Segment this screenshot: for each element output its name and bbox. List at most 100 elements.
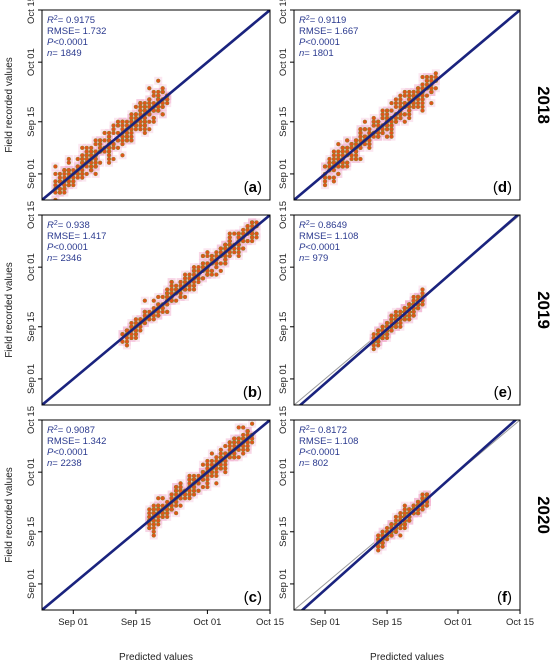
data-point <box>367 141 372 147</box>
data-point <box>156 309 161 315</box>
data-point <box>393 529 399 534</box>
data-point <box>245 447 250 452</box>
data-point <box>200 484 206 490</box>
data-point <box>424 74 430 80</box>
data-point <box>236 440 241 445</box>
data-point <box>191 283 197 288</box>
data-point <box>402 305 407 311</box>
data-point <box>420 287 425 292</box>
data-point <box>424 503 430 508</box>
data-point <box>218 246 223 251</box>
y-axis-title: Field recorded values <box>4 262 15 358</box>
data-point <box>398 309 403 315</box>
data-point <box>429 89 434 95</box>
data-point <box>133 332 139 337</box>
data-point <box>66 160 71 165</box>
data-point <box>331 153 337 158</box>
data-point <box>120 339 125 344</box>
data-point <box>376 134 381 139</box>
data-point <box>169 287 174 292</box>
p-value-label: P<0.0001 <box>47 37 88 48</box>
data-point <box>111 145 116 150</box>
data-point <box>398 514 403 520</box>
data-point <box>124 138 130 143</box>
data-point <box>402 93 407 98</box>
data-point <box>345 164 350 169</box>
data-point <box>407 115 412 121</box>
p-value-label: P<0.0001 <box>47 242 88 253</box>
data-point <box>420 492 425 497</box>
x-tick-label: Sep 01 <box>310 617 340 628</box>
rmse-label: RMSE= 1.108 <box>299 436 358 447</box>
data-point <box>62 168 67 173</box>
data-point <box>214 470 219 475</box>
data-point <box>191 272 197 277</box>
data-point <box>236 242 241 247</box>
data-point <box>142 104 147 110</box>
data-point <box>218 447 223 452</box>
data-point <box>254 231 259 236</box>
year-label-2020: 2020 <box>534 496 550 534</box>
data-point <box>156 496 161 501</box>
data-point <box>380 544 385 549</box>
data-point <box>362 134 368 139</box>
data-point <box>187 287 192 292</box>
data-point <box>173 488 179 493</box>
data-point <box>160 89 165 95</box>
data-point <box>223 458 228 464</box>
data-point <box>80 153 85 158</box>
panel-e: Sep 01 Sep 15 Oct 01 Oct 15 R2= 0.8649RMSE= … <box>278 201 521 406</box>
data-point <box>62 171 67 177</box>
data-point <box>433 86 438 91</box>
data-point <box>340 164 345 169</box>
data-point <box>156 313 161 318</box>
data-point <box>187 473 192 479</box>
data-point <box>322 164 328 169</box>
data-point <box>424 492 430 497</box>
data-point <box>165 507 170 512</box>
data-point <box>138 123 143 128</box>
panel-letter: (e) <box>494 384 512 401</box>
x-axis-title: Predicted values <box>370 652 444 663</box>
data-point <box>124 119 130 124</box>
rmse-label: RMSE= 1.417 <box>47 231 106 242</box>
data-point <box>407 302 412 307</box>
data-point <box>420 108 425 113</box>
data-point <box>384 332 390 337</box>
data-point <box>93 160 98 165</box>
p-value-label: P<0.0001 <box>299 447 340 458</box>
data-point <box>429 74 434 80</box>
data-point <box>165 499 170 505</box>
data-point <box>336 153 341 158</box>
y-tick-label: Sep 15 <box>278 107 289 137</box>
data-point <box>398 115 403 121</box>
data-point <box>241 231 246 236</box>
data-point <box>389 127 394 132</box>
data-point <box>322 182 328 188</box>
year-label-2018: 2018 <box>534 86 550 124</box>
data-point <box>384 320 390 326</box>
data-point <box>80 145 85 150</box>
data-point <box>62 190 67 195</box>
panel-letter: (d) <box>493 179 512 196</box>
data-point <box>249 235 255 240</box>
plot-area <box>42 420 270 610</box>
p-value-label: P<0.0001 <box>299 37 340 48</box>
data-point <box>173 503 179 508</box>
data-point <box>191 287 197 292</box>
data-point <box>84 149 89 154</box>
data-point <box>411 93 416 98</box>
data-point <box>191 265 197 270</box>
y-tick-label: Sep 15 <box>278 312 289 342</box>
data-point <box>415 100 421 106</box>
data-point <box>389 522 394 527</box>
data-point <box>147 525 152 531</box>
data-point <box>147 100 152 106</box>
data-point <box>115 138 121 143</box>
data-point <box>156 302 161 307</box>
data-point <box>84 145 89 150</box>
data-point <box>223 257 228 262</box>
y-tick-label: Oct 01 <box>278 253 289 281</box>
scatter-points <box>118 218 261 350</box>
